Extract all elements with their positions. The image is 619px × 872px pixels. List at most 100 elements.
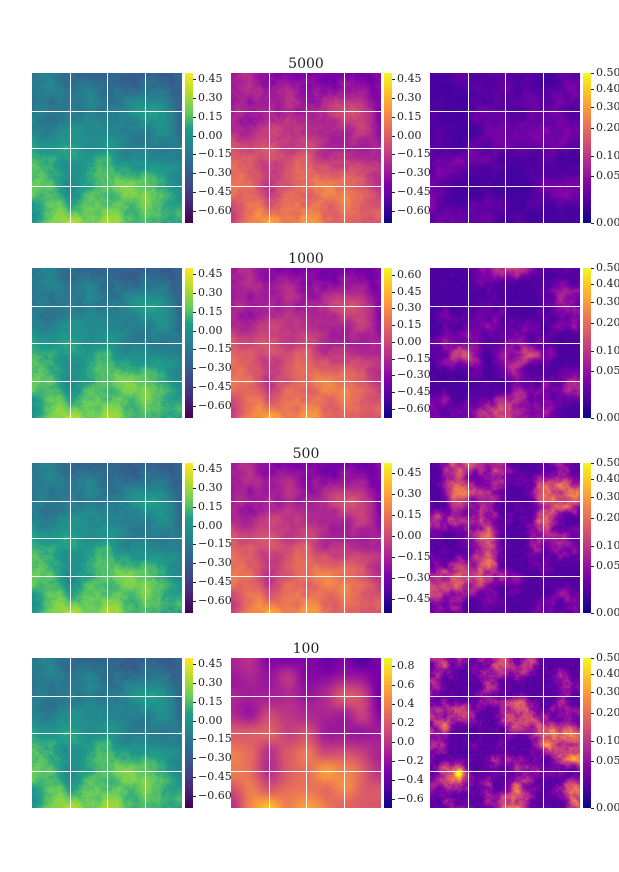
colorbar-tick-mark xyxy=(193,507,196,508)
colorbar-tick-mark xyxy=(193,777,196,778)
colorbar-tick-mark xyxy=(392,780,395,781)
colorbar xyxy=(185,658,193,808)
colorbar-tick-label: 0.30 xyxy=(397,91,422,104)
colorbar-tick-label: −0.45 xyxy=(198,185,232,198)
colorbar-tick-label: 0.45 xyxy=(198,267,223,280)
grid-line xyxy=(231,733,381,734)
colorbar-tick-label: 0.05 xyxy=(596,559,619,572)
grid-line xyxy=(430,733,580,734)
grid-line xyxy=(430,381,580,382)
colorbar-tick-mark xyxy=(392,704,395,705)
colorbar-tick-label: 0.05 xyxy=(596,364,619,377)
grid-line xyxy=(145,268,146,418)
colorbar-tick-label: 0.50 xyxy=(596,66,619,79)
colorbar-tick-mark xyxy=(193,526,196,527)
colorbar-tick-label: 0.30 xyxy=(198,286,223,299)
colorbar-tick-mark xyxy=(193,387,196,388)
grid-line xyxy=(145,658,146,808)
colorbar-tick-label: 0.15 xyxy=(198,305,223,318)
grid-line xyxy=(543,268,544,418)
colorbar-tick-label: 0.30 xyxy=(596,685,619,698)
colorbar-tick-mark xyxy=(193,98,196,99)
colorbar-tick-label: 0.30 xyxy=(198,481,223,494)
heatmap-panel xyxy=(231,268,381,418)
colorbar-tick-label: 0.8 xyxy=(397,659,415,672)
colorbar-tick-label: 0.20 xyxy=(596,121,619,134)
colorbar-tick-mark xyxy=(392,494,395,495)
colorbar-tick-label: 0.15 xyxy=(397,110,422,123)
colorbar-tick-label: 0.00 xyxy=(596,606,619,619)
colorbar-tick-mark xyxy=(392,136,395,137)
colorbar-tick-label: −0.45 xyxy=(397,385,431,398)
row-title: 5000 xyxy=(288,56,324,72)
grid-line xyxy=(231,381,381,382)
colorbar-tick-label: 0.15 xyxy=(198,110,223,123)
colorbar-tick-mark xyxy=(392,292,395,293)
grid-line xyxy=(231,186,381,187)
heatmap-panel xyxy=(32,658,182,808)
row-title: 100 xyxy=(292,641,320,657)
colorbar-tick-mark xyxy=(591,761,594,762)
grid-line xyxy=(231,576,381,577)
colorbar xyxy=(384,73,392,223)
colorbar-tick-mark xyxy=(193,582,196,583)
colorbar-tick-label: 0.00 xyxy=(198,714,223,727)
colorbar-tick-label: −0.45 xyxy=(198,575,232,588)
colorbar-tick-label: 0.45 xyxy=(397,72,422,85)
colorbar-tick-mark xyxy=(591,566,594,567)
colorbar-tick-mark xyxy=(392,117,395,118)
grid-line xyxy=(430,148,580,149)
colorbar-tick-mark xyxy=(193,563,196,564)
colorbar-tick-label: 0.45 xyxy=(198,657,223,670)
colorbar-tick-label: 0.40 xyxy=(596,667,619,680)
heatmap-panel xyxy=(430,268,580,418)
heatmap-panel xyxy=(430,463,580,613)
colorbar-tick-label: −0.30 xyxy=(198,751,232,764)
colorbar-tick-label: −0.60 xyxy=(397,204,431,217)
colorbar-tick-label: 0.45 xyxy=(397,466,422,479)
colorbar-tick-mark xyxy=(193,721,196,722)
colorbar xyxy=(185,268,193,418)
colorbar-tick-label: 0.10 xyxy=(596,734,619,747)
colorbar-tick-label: −0.60 xyxy=(198,204,232,217)
colorbar-tick-mark xyxy=(392,515,395,516)
colorbar-tick-mark xyxy=(591,463,594,464)
colorbar-tick-mark xyxy=(193,796,196,797)
colorbar-tick-mark xyxy=(591,741,594,742)
colorbar-tick-mark xyxy=(392,685,395,686)
colorbar-tick-mark xyxy=(392,79,395,80)
colorbar-tick-mark xyxy=(193,331,196,332)
colorbar-tick-mark xyxy=(392,375,395,376)
colorbar xyxy=(185,73,193,223)
colorbar xyxy=(384,658,392,808)
colorbar-tick-label: 0.20 xyxy=(596,706,619,719)
colorbar-tick-mark xyxy=(591,351,594,352)
colorbar-tick-label: −0.4 xyxy=(397,773,424,786)
colorbar-tick-mark xyxy=(392,173,395,174)
grid-line xyxy=(430,343,580,344)
colorbar-tick-mark xyxy=(392,599,395,600)
heatmap-panel xyxy=(32,463,182,613)
colorbar-tick-label: 0.40 xyxy=(596,82,619,95)
colorbar-tick-mark xyxy=(591,692,594,693)
grid-line xyxy=(32,186,182,187)
colorbar-tick-label: 0.30 xyxy=(397,487,422,500)
colorbar-tick-label: 0.30 xyxy=(397,301,422,314)
colorbar-tick-label: 0.50 xyxy=(596,456,619,469)
colorbar-tick-mark xyxy=(591,302,594,303)
colorbar-tick-mark xyxy=(193,683,196,684)
colorbar-tick-label: −0.15 xyxy=(397,147,431,160)
colorbar-tick-label: −0.2 xyxy=(397,754,424,767)
heatmap-panel xyxy=(231,73,381,223)
heatmap-panel xyxy=(231,463,381,613)
colorbar-tick-mark xyxy=(591,497,594,498)
grid-line xyxy=(32,343,182,344)
row-title: 1000 xyxy=(288,251,324,267)
colorbar-tick-label: −0.60 xyxy=(198,789,232,802)
colorbar-tick-mark xyxy=(392,578,395,579)
colorbar-tick-label: 0.30 xyxy=(198,91,223,104)
colorbar-tick-mark xyxy=(392,98,395,99)
colorbar-tick-label: −0.6 xyxy=(397,792,424,805)
colorbar-tick-mark xyxy=(193,312,196,313)
colorbar-tick-label: 0.30 xyxy=(596,490,619,503)
